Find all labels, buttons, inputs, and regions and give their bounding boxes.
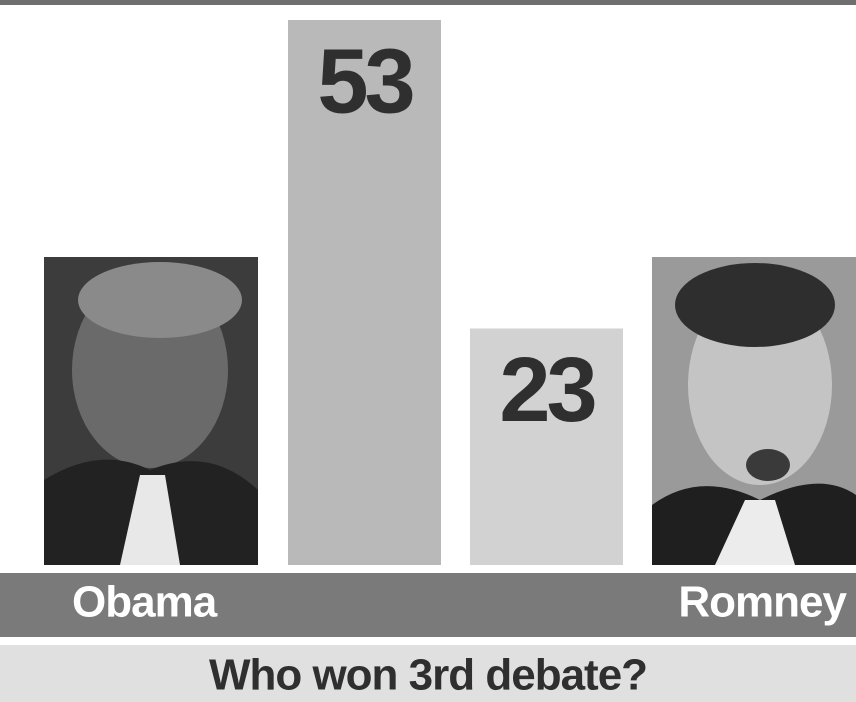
- value-label: 53: [317, 30, 412, 132]
- category-label: Obama: [72, 578, 218, 627]
- category-label: Romney: [678, 578, 847, 627]
- romney-photo: [652, 257, 856, 565]
- bar: [288, 20, 441, 565]
- chart-title: Who won 3rd debate?: [209, 651, 647, 700]
- label-band: [0, 573, 856, 637]
- value-label: 23: [499, 339, 594, 441]
- top-rule: [0, 0, 856, 5]
- title-band: [0, 645, 856, 702]
- bar: [470, 328, 623, 565]
- obama-photo: [44, 257, 258, 565]
